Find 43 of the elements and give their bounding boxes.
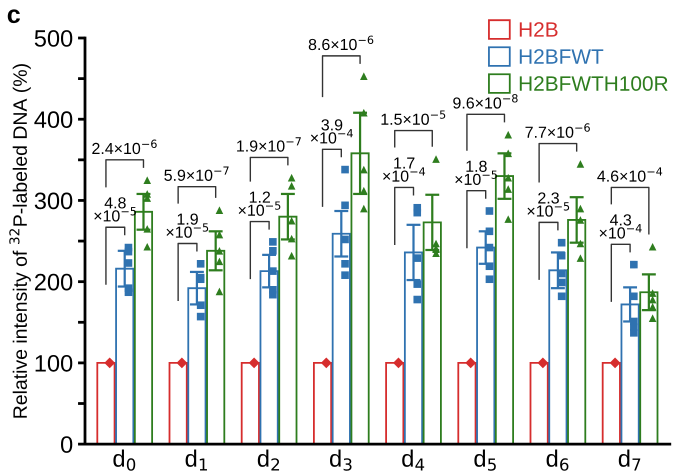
bar [168, 362, 188, 444]
y-tick-label: 0 [60, 436, 72, 453]
x-tick-label: d$_{0}$ [113, 450, 136, 471]
legend-label: H2BFWTH100R [520, 76, 668, 91]
x-tick-label: d$_{5}$ [474, 450, 496, 471]
annotation: 1.8 ×10$^{−5}$ [455, 160, 497, 185]
x-tick-label: d$_{4}$ [402, 450, 424, 471]
bar [385, 362, 404, 444]
annotation: 8.6×10$^{−6}$ [308, 36, 374, 50]
x-tick-label: d$_{3}$ [330, 450, 352, 471]
bar [96, 362, 116, 444]
annotation: 1.7 ×10$^{−4}$ [383, 158, 426, 182]
x-tick-label: d$_{7}$ [618, 450, 640, 471]
annotation: 9.6×10$^{−8}$ [453, 94, 518, 109]
y-tick-label: 200 [34, 274, 72, 290]
y-tick-label: 300 [34, 192, 72, 210]
annotation: 4.8 ×10$^{−5}$ [94, 197, 136, 222]
x-tick-label: d$_{2}$ [258, 450, 280, 471]
legend-label: H2B [520, 22, 558, 37]
bar [312, 362, 332, 444]
legend-label: H2BFWT [520, 49, 604, 64]
y-tick-label: 100 [36, 354, 72, 372]
annotation: 2.4×10$^{−6}$ [92, 140, 157, 154]
annotation: 1.2 ×10$^{−5}$ [238, 192, 280, 216]
y-tick-label: 400 [34, 111, 72, 128]
annotation: 4.3 ×10$^{−4}$ [600, 214, 642, 239]
bar [457, 362, 476, 444]
text: c [8, 9, 20, 24]
bar [530, 362, 549, 444]
x-tick-label: d$_{6}$ [546, 450, 568, 471]
annotation: 1.9×10$^{−7}$ [237, 137, 301, 152]
annotation: 5.9×10$^{−7}$ [164, 166, 229, 181]
annotation: 3.9 ×10$^{−4}$ [310, 119, 353, 144]
y-axis-title: Relative intensity of $^{32}$P-labeled DNA (%) [9, 64, 31, 418]
x-tick-label: d$_{1}$ [186, 450, 207, 471]
annotation: 2.3 ×10$^{−5}$ [527, 192, 570, 217]
annotation: 4.6×10$^{−4}$ [597, 167, 662, 182]
annotation: 1.9 ×10$^{−5}$ [166, 213, 208, 238]
annotation: 1.5×10$^{−5}$ [381, 110, 446, 125]
y-tick-label: 500 [34, 30, 72, 47]
bar [602, 362, 621, 444]
bar [240, 362, 260, 444]
annotation: 7.7×10$^{−6}$ [525, 123, 590, 138]
